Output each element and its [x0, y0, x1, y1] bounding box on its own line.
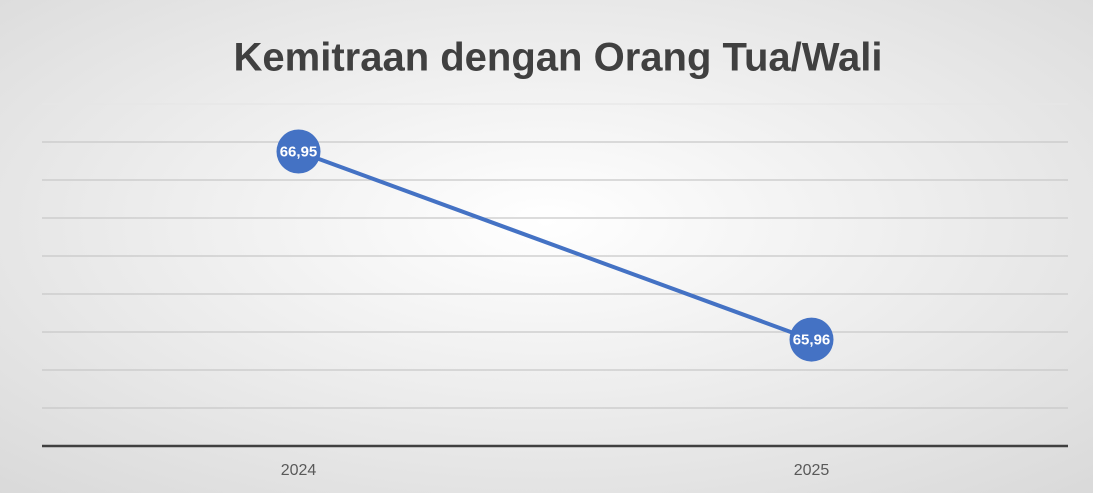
- data-label: 65,96: [793, 332, 831, 349]
- x-tick-label: 2024: [281, 462, 317, 479]
- chart-title: Kemitraan dengan Orang Tua/Wali: [234, 36, 883, 80]
- data-label: 66,95: [280, 143, 318, 160]
- marker: [276, 129, 321, 174]
- line-series: [297, 149, 813, 342]
- x-tick-label: 2025: [794, 462, 830, 479]
- marker: [789, 317, 834, 362]
